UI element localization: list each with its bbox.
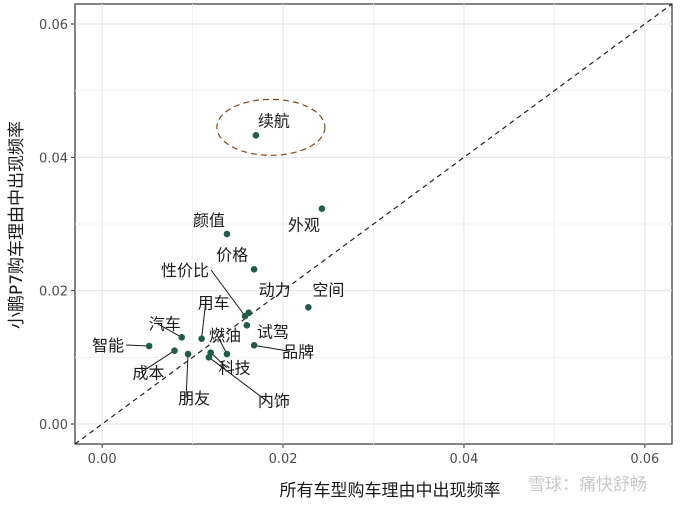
data-point <box>318 205 326 212</box>
point-label: 动力 <box>259 281 291 300</box>
y-tick-label: 0.00 <box>39 418 68 433</box>
data-points <box>145 132 326 361</box>
x-tick-label: 0.04 <box>449 452 478 467</box>
x-tick-label: 0.06 <box>630 452 659 467</box>
data-point <box>223 230 231 238</box>
data-point <box>245 309 252 316</box>
data-point <box>223 350 231 358</box>
y-tick-label: 0.06 <box>39 18 68 33</box>
point-label: 品牌 <box>282 342 314 361</box>
point-label: 性价比 <box>161 261 209 280</box>
point-label: 续航 <box>258 111 290 130</box>
point-label: 颜值 <box>193 211 225 230</box>
x-tick-label: 0.02 <box>269 452 298 467</box>
data-point <box>178 334 186 341</box>
highlight-ellipse <box>216 98 326 156</box>
leader-line <box>126 344 150 347</box>
point-label: 价格 <box>216 245 248 264</box>
data-point <box>243 322 251 329</box>
point-label: 用车 <box>198 294 230 313</box>
point-label: 燃油 <box>209 326 241 345</box>
leader-line <box>140 350 175 374</box>
y-axis-ticks: 0.00 0.02 0.04 0.06 <box>39 18 75 433</box>
leader-line <box>210 269 246 317</box>
point-label: 内饰 <box>258 391 290 410</box>
data-point <box>305 304 312 311</box>
point-label: 成本 <box>133 364 165 383</box>
data-point <box>250 266 258 273</box>
point-label: 科技 <box>219 359 251 378</box>
data-point <box>184 350 192 358</box>
y-axis-title: 小鹏P7购车理由中出现频率 <box>7 121 27 329</box>
data-point <box>252 132 260 139</box>
point-label: 空间 <box>312 280 344 299</box>
leader-line <box>216 334 228 355</box>
leader-line <box>254 344 291 352</box>
point-label: 汽车 <box>149 314 181 333</box>
point-label: 智能 <box>92 336 124 355</box>
data-point <box>205 354 213 361</box>
leader-line <box>208 356 267 401</box>
watermark: 雪球：痛快舒畅 <box>528 475 647 495</box>
x-axis-ticks: 0.00 0.02 0.04 0.06 <box>88 444 659 467</box>
point-label: 朋友 <box>178 389 210 408</box>
grid-lines <box>75 4 672 444</box>
point-label: 外观 <box>288 216 320 235</box>
x-tick-label: 0.00 <box>88 452 117 467</box>
leader-line <box>201 302 207 339</box>
x-axis-title: 所有车型购车理由中出现频率 <box>280 481 501 501</box>
leader-line <box>185 353 189 399</box>
data-point <box>171 347 178 354</box>
leader-line <box>210 352 228 369</box>
y-tick-label: 0.04 <box>39 151 68 166</box>
data-point <box>250 342 258 349</box>
reference-line-y-equals-x <box>74 3 673 445</box>
y-tick-label: 0.02 <box>39 285 68 300</box>
point-label: 试驾 <box>257 322 289 341</box>
leader-line <box>156 322 182 338</box>
data-point <box>145 342 153 350</box>
label-leader-lines <box>126 269 291 401</box>
data-point <box>198 335 205 342</box>
